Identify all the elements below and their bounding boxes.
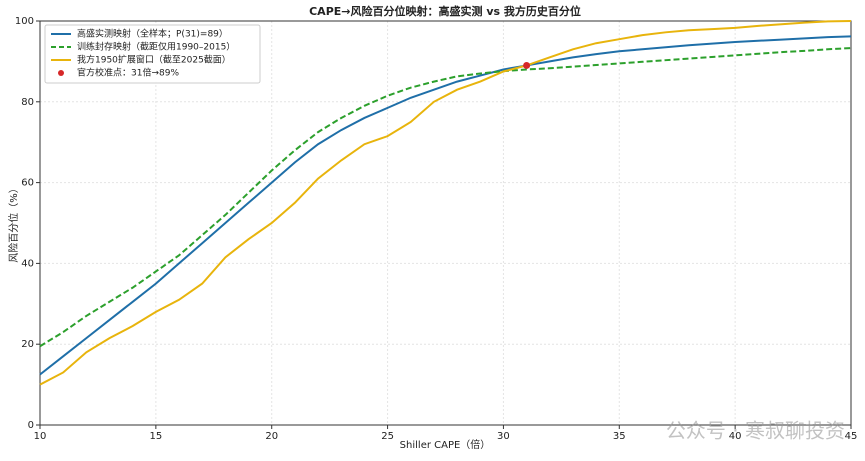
legend-label: 我方1950扩展窗口（截至2025截面） [77, 54, 231, 66]
legend-label: 高盛实测映射（全样本；P(31)=89） [77, 28, 228, 40]
plot-frame [39, 20, 852, 426]
y-tick-label: 20 [21, 339, 34, 350]
x-tick-label: 15 [149, 431, 162, 442]
y-tick-label: 0 [28, 420, 34, 431]
series-line [39, 47, 852, 348]
x-tick-label: 45 [845, 431, 858, 442]
x-tick-label: 20 [265, 431, 278, 442]
y-tick-label: 60 [21, 178, 34, 189]
x-tick-label: 25 [381, 431, 394, 442]
x-tick-label: 35 [613, 431, 626, 442]
calibration-point [523, 61, 531, 69]
legend-label: 训练封存映射（截距仅用1990–2015） [77, 41, 235, 53]
x-tick-label: 40 [729, 431, 742, 442]
x-tick-label: 10 [34, 431, 47, 442]
legend-swatch [58, 70, 64, 76]
y-tick-label: 80 [21, 97, 34, 108]
chart-title: CAPE→风险百分位映射：高盛实测 vs 我方历史百分位 [309, 4, 581, 18]
y-tick-label: 100 [15, 16, 34, 27]
legend-label: 官方校准点：31倍→89% [77, 67, 179, 79]
series-line [39, 35, 852, 376]
series-line [39, 20, 852, 386]
x-tick-label: 30 [497, 431, 510, 442]
y-tick-label: 40 [21, 258, 34, 269]
legend-box [44, 24, 261, 84]
y-axis-label: 风险百分位（%） [7, 183, 20, 263]
watermark: 公众号 · 寒叔聊投资 [666, 419, 845, 443]
x-axis-label: Shiller CAPE（倍） [400, 438, 491, 451]
